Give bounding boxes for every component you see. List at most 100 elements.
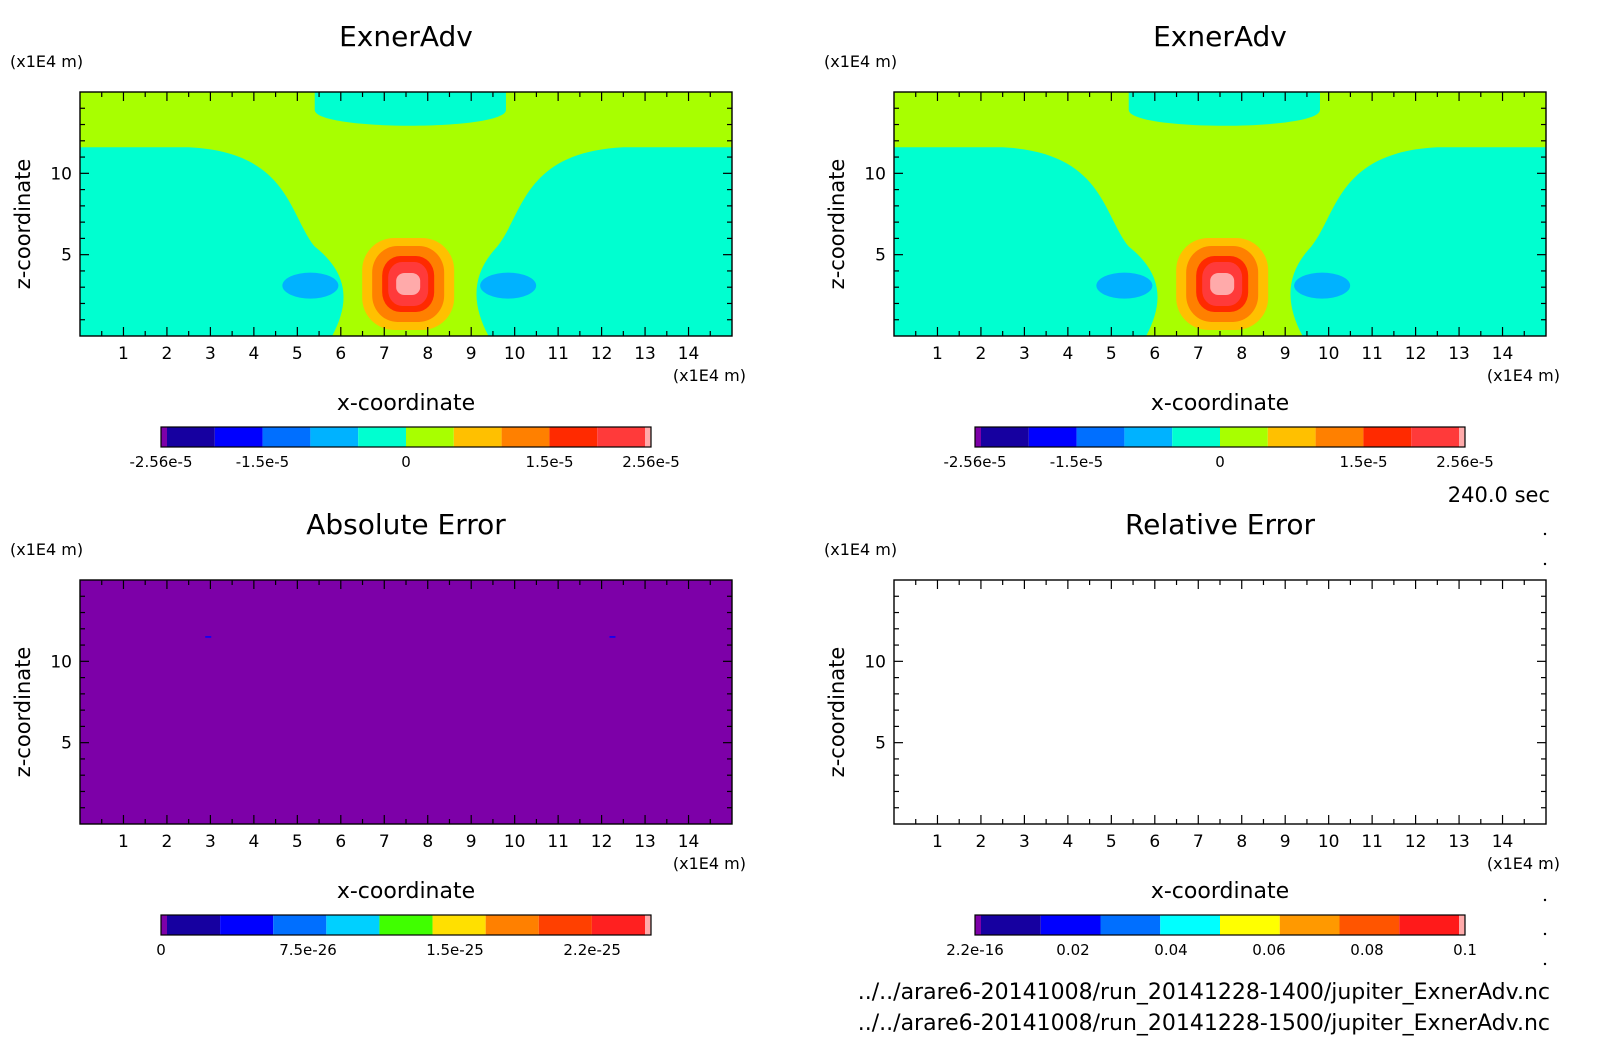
colorbar-bin (1160, 915, 1220, 935)
colorbar: -2.56e-5 -1.5e-5 0 1.5e-5 2.56e-5 (944, 426, 1494, 471)
x-tick-label: 1 (118, 344, 129, 364)
colorbar-bin (981, 915, 1041, 935)
x-tick-label: 5 (292, 344, 303, 364)
colorbar-bin (1267, 427, 1316, 447)
colorbar-bin (1459, 427, 1465, 447)
colorbar-bin (1279, 915, 1340, 935)
x-tick-label: 6 (335, 832, 346, 852)
colorbar-bin (1220, 427, 1268, 447)
field-blue-blob (1096, 272, 1153, 299)
colorbar-tick-label: -2.56e-5 (944, 453, 1007, 471)
y-unit-label: (x1E4 m) (10, 540, 83, 559)
field-top-bump (1128, 92, 1320, 126)
tick-marks (80, 92, 732, 336)
plot-area (80, 580, 732, 824)
x-tick-label: 13 (634, 344, 656, 364)
x-tick-label: 5 (292, 832, 303, 852)
colorbar-bin (453, 427, 502, 447)
y-tick-label: 5 (61, 246, 72, 266)
colorbar-bin (358, 427, 406, 447)
colorbar-bin (1363, 427, 1412, 447)
colorbar-bin (1399, 915, 1459, 935)
x-tick-label: 11 (547, 832, 569, 852)
x-tick-label: 11 (1361, 832, 1383, 852)
colorbar-tick-label: 0.02 (1056, 941, 1089, 959)
x-tick-label: 14 (1492, 832, 1514, 852)
tick-marks (80, 580, 732, 824)
y-unit-label: (x1E4 m) (10, 52, 83, 71)
colorbar-bin (1459, 915, 1465, 935)
y-unit-label: (x1E4 m) (824, 540, 897, 559)
x-axis-label: x-coordinate (337, 879, 475, 904)
colorbar-bin (379, 915, 433, 935)
x-tick-label: 6 (335, 344, 346, 364)
x-tick-label: 6 (1149, 344, 1160, 364)
x-tick-label: 3 (1019, 832, 1030, 852)
colorbar-bin (161, 915, 167, 935)
x-tick-label: 14 (678, 832, 700, 852)
colorbar-bin (1339, 915, 1400, 935)
x-tick-label: 9 (466, 832, 477, 852)
plot-area (894, 92, 1546, 336)
colorbar-tick-label: 1.5e-5 (1340, 453, 1388, 471)
colorbar-bin (1124, 427, 1173, 447)
tick-marks (894, 580, 1546, 824)
colorbar-bin (645, 427, 651, 447)
colorbar-bin (262, 427, 311, 447)
x-unit-label: (x1E4 m) (673, 854, 746, 873)
x-tick-label: 3 (205, 344, 216, 364)
x-tick-label: 12 (1405, 832, 1427, 852)
colorbar-tick-label: 2.56e-5 (622, 453, 680, 471)
x-tick-label: 13 (1448, 344, 1470, 364)
colorbar-bin (1172, 427, 1220, 447)
colorbar-bin (432, 915, 486, 935)
colorbar-tick-label: 0.06 (1252, 941, 1285, 959)
x-tick-label: 10 (504, 832, 526, 852)
x-tick-label: 9 (466, 344, 477, 364)
y-tick-label: 5 (61, 734, 72, 754)
colorbar-tick-label: 0.08 (1350, 941, 1383, 959)
colorbar: 0 7.5e-26 1.5e-25 2.2e-25 (156, 914, 652, 959)
colorbar-bin (406, 427, 454, 447)
x-tick-label: 12 (1405, 344, 1427, 364)
colorbar-tick-label: 0.1 (1453, 941, 1477, 959)
colorbar-bin (310, 427, 359, 447)
y-unit-label: (x1E4 m) (824, 52, 897, 71)
colorbar-bin (981, 427, 1029, 447)
x-tick-label: 1 (932, 344, 943, 364)
x-tick-label: 8 (1236, 832, 1247, 852)
x-tick-label: 14 (1492, 344, 1514, 364)
x-tick-label: 7 (379, 832, 390, 852)
x-tick-label: 4 (248, 832, 259, 852)
y-axis-label: z-coordinate (825, 647, 849, 778)
x-tick-label: 13 (634, 832, 656, 852)
colorbar-tick-label: 1.5e-5 (526, 453, 574, 471)
colorbar-bin (538, 915, 592, 935)
x-tick-label: 10 (1318, 344, 1340, 364)
x-tick-label: 4 (1062, 832, 1073, 852)
colorbar-frame (974, 914, 1466, 936)
colorbar-tick-label: 7.5e-26 (279, 941, 337, 959)
colorbar-bin (1076, 427, 1125, 447)
time-label: 240.0 sec (1448, 483, 1550, 507)
chart-title: Absolute Error (306, 508, 506, 541)
colorbar-bin (1028, 427, 1077, 447)
x-axis-label: x-coordinate (1151, 391, 1289, 416)
x-tick-label: 8 (1236, 344, 1247, 364)
field-fill-green (894, 92, 1546, 336)
colorbar-bin (597, 427, 645, 447)
colorbar-bin (220, 915, 274, 935)
x-tick-label: 7 (379, 344, 390, 364)
plot-area (894, 580, 1546, 824)
y-axis-label: z-coordinate (11, 159, 35, 290)
x-tick-label: 10 (504, 344, 526, 364)
colorbar-bin (273, 915, 327, 935)
x-tick-label: 4 (1062, 344, 1073, 364)
x-tick-label: 13 (1448, 832, 1470, 852)
colorbar-tick-label: 0.04 (1154, 941, 1187, 959)
y-axis-label: z-coordinate (825, 159, 849, 290)
colorbar: 2.2e-16 0.02 0.04 0.06 0.08 0.1 (946, 914, 1477, 959)
x-tick-label: 12 (591, 832, 613, 852)
y-axis-label: z-coordinate (11, 647, 35, 778)
field-warm-center (1216, 280, 1229, 288)
